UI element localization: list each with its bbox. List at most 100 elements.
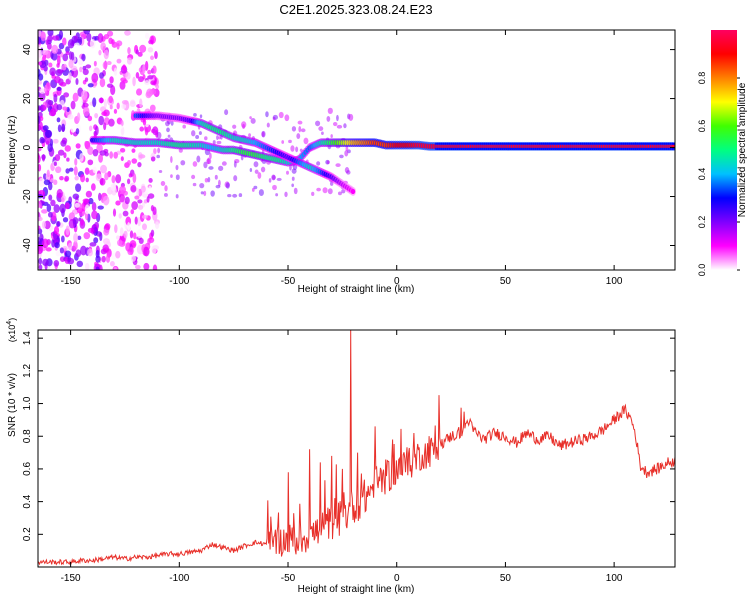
heatmap-noise-cell xyxy=(92,166,97,174)
heatmap-noise-cell xyxy=(204,177,209,183)
heatmap-noise-cell xyxy=(44,129,52,138)
heatmap-noise-cell xyxy=(44,84,48,94)
heatmap-noise-cell xyxy=(316,187,321,192)
heatmap-noise-cell xyxy=(116,124,123,130)
heatmap-noise-cell xyxy=(140,185,146,193)
heatmap-noise-cell xyxy=(144,32,150,39)
heatmap-noise-cell xyxy=(147,193,155,199)
heatmap-noise-cell xyxy=(65,46,70,53)
heatmap-noise-cell xyxy=(303,137,309,145)
heatmap-noise-cell xyxy=(93,60,97,67)
heatmap-noise-cell xyxy=(216,135,219,140)
heatmap-noise-cell xyxy=(212,140,216,145)
heatmap-noise-cell xyxy=(38,163,42,172)
heatmap-noise-cell xyxy=(87,248,93,257)
heatmap-noise-cell xyxy=(204,136,208,141)
heatmap-noise-cell xyxy=(40,31,46,42)
heatmap-noise-cell xyxy=(291,168,297,174)
heatmap-noise-cell xyxy=(298,126,302,133)
heatmap-noise-cell xyxy=(38,115,41,125)
heatmap-noise-cell xyxy=(330,134,333,139)
heatmap-noise-cell xyxy=(130,184,137,193)
heatmap-noise-cell xyxy=(104,223,111,231)
heatmap-noise-cell xyxy=(348,113,354,121)
snr-line-layer xyxy=(38,330,675,566)
heatmap-noise-cell xyxy=(138,237,144,244)
heatmap-noise-cell xyxy=(131,158,138,164)
heatmap-noise-layer xyxy=(38,30,354,270)
heatmap-x-tick-label: -50 xyxy=(281,276,296,287)
heatmap-noise-cell xyxy=(75,249,82,257)
heatmap-noise-cell xyxy=(258,189,264,196)
heatmap-noise-cell xyxy=(329,181,334,186)
heatmap-noise-cell xyxy=(326,116,331,122)
heatmap-noise-cell xyxy=(290,145,295,152)
heatmap-noise-cell xyxy=(82,68,89,76)
heatmap-noise-cell xyxy=(119,147,126,153)
heatmap-noise-cell xyxy=(47,30,54,37)
heatmap-noise-cell xyxy=(143,246,150,257)
heatmap-noise-cell xyxy=(72,209,78,215)
heatmap-noise-cell xyxy=(332,121,338,127)
heatmap-noise-cell xyxy=(192,182,197,187)
heatmap-noise-cell xyxy=(123,30,131,36)
snr-x-tick-label: 0 xyxy=(394,573,400,584)
heatmap-noise-cell xyxy=(137,161,142,168)
heatmap-noise-cell xyxy=(101,111,107,116)
heatmap-x-tick-label: 0 xyxy=(394,276,400,287)
heatmap-noise-cell xyxy=(322,187,328,194)
heatmap-noise-cell xyxy=(276,177,282,181)
heatmap-noise-cell xyxy=(54,242,60,249)
heatmap-noise-cell xyxy=(275,193,279,197)
heatmap-noise-cell xyxy=(129,246,134,256)
heatmap-noise-cell xyxy=(147,238,151,245)
heatmap-y-tick-label: -40 xyxy=(22,238,33,253)
heatmap-noise-cell xyxy=(153,148,157,155)
heatmap-noise-cell xyxy=(147,47,154,53)
heatmap-noise-cell xyxy=(62,37,67,46)
heatmap-noise-cell xyxy=(249,167,253,172)
heatmap-noise-cell xyxy=(288,139,292,144)
heatmap-noise-cell xyxy=(147,69,152,75)
heatmap-noise-cell xyxy=(115,250,121,259)
heatmap-noise-cell xyxy=(64,175,70,182)
heatmap-noise-cell xyxy=(115,235,120,240)
figure-title: C2E1.2025.323.08.24.E23 xyxy=(279,2,432,17)
heatmap-noise-cell xyxy=(133,232,137,240)
heatmap-noise-cell xyxy=(41,50,49,56)
heatmap-noise-cell xyxy=(250,118,256,124)
snr-y-tick-label: 0.6 xyxy=(22,462,33,476)
heatmap-noise-cell xyxy=(268,178,272,183)
heatmap-noise-cell xyxy=(108,95,114,104)
heatmap-noise-cell xyxy=(67,242,73,251)
heatmap-noise-cell xyxy=(38,154,41,164)
colorbar-tick-label: 0.8 xyxy=(697,72,707,85)
heatmap-noise-cell xyxy=(56,117,61,123)
heatmap-noise-cell xyxy=(52,138,59,144)
heatmap-noise-cell xyxy=(136,187,140,198)
heatmap-noise-cell xyxy=(82,198,90,203)
heatmap-noise-cell xyxy=(300,128,306,133)
heatmap-noise-cell xyxy=(61,123,66,133)
heatmap-noise-cell xyxy=(109,151,114,159)
heatmap-noise-cell xyxy=(47,211,53,218)
heatmap-noise-cell xyxy=(257,172,262,179)
heatmap-noise-cell xyxy=(126,178,131,185)
heatmap-noise-cell xyxy=(175,194,179,199)
heatmap-noise-cell xyxy=(88,125,93,132)
heatmap-noise-cell xyxy=(109,76,114,84)
heatmap-y-tick-label: -20 xyxy=(22,189,33,204)
heatmap-noise-cell xyxy=(233,175,238,182)
heatmap-noise-cell xyxy=(38,244,43,255)
heatmap-noise-cell xyxy=(45,247,52,252)
heatmap-noise-cell xyxy=(83,30,91,35)
heatmap-noise-cell xyxy=(95,266,100,270)
heatmap-noise-cell xyxy=(80,218,84,226)
heatmap-noise-cell xyxy=(103,122,107,131)
heatmap-noise-cell xyxy=(327,188,333,195)
heatmap-noise-cell xyxy=(56,188,63,199)
snr-multiplier-base: (x10 xyxy=(7,325,17,343)
heatmap-noise-cell xyxy=(167,134,171,138)
heatmap-noise-cell xyxy=(101,255,106,263)
heatmap-ridge-core xyxy=(671,144,675,148)
